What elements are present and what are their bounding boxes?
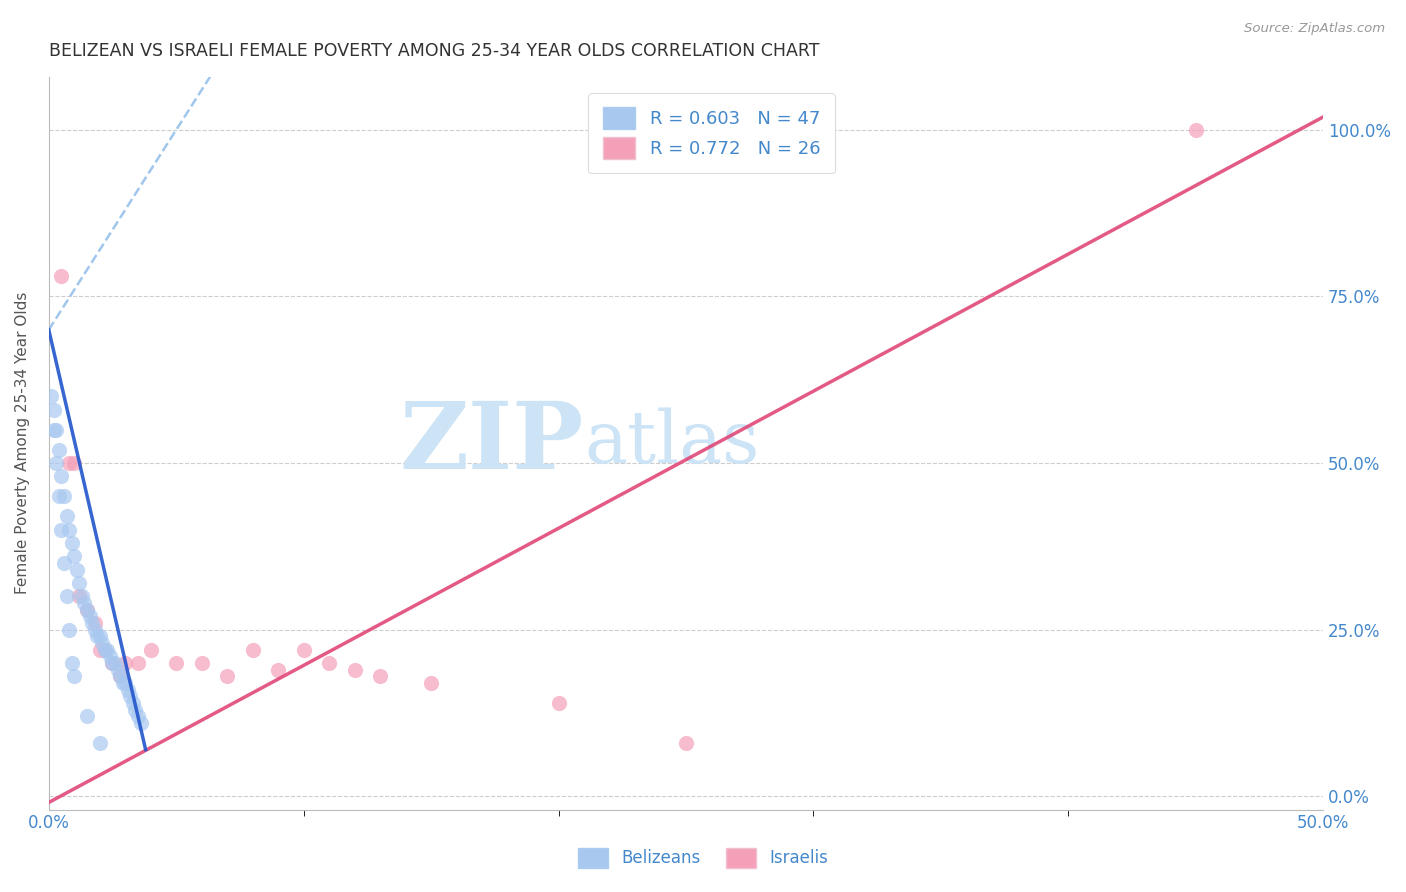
Point xyxy=(60,656,83,670)
Point xyxy=(67,576,90,591)
Point xyxy=(80,615,103,630)
Point xyxy=(45,423,67,437)
Point xyxy=(127,709,149,723)
Point xyxy=(89,736,111,750)
Point xyxy=(190,656,212,670)
Point xyxy=(121,696,143,710)
Point xyxy=(107,663,129,677)
Text: Source: ZipAtlas.com: Source: ZipAtlas.com xyxy=(1244,22,1385,36)
Point xyxy=(1184,123,1206,137)
Point xyxy=(86,629,108,643)
Point xyxy=(91,636,114,650)
Point xyxy=(58,523,80,537)
Point xyxy=(96,642,118,657)
Point xyxy=(79,609,101,624)
Point xyxy=(120,690,142,704)
Point xyxy=(63,669,86,683)
Point xyxy=(343,663,366,677)
Point xyxy=(76,709,98,723)
Point xyxy=(104,656,127,670)
Point xyxy=(368,669,391,683)
Point xyxy=(114,656,136,670)
Point xyxy=(66,563,89,577)
Point xyxy=(39,389,62,403)
Point xyxy=(42,402,65,417)
Text: BELIZEAN VS ISRAELI FEMALE POVERTY AMONG 25-34 YEAR OLDS CORRELATION CHART: BELIZEAN VS ISRAELI FEMALE POVERTY AMONG… xyxy=(49,42,820,60)
Point xyxy=(51,523,73,537)
Point xyxy=(58,623,80,637)
Point xyxy=(63,456,86,470)
Point xyxy=(76,602,98,616)
Point xyxy=(48,489,70,503)
Point xyxy=(76,602,98,616)
Point xyxy=(67,590,90,604)
Point xyxy=(83,615,105,630)
Point xyxy=(42,423,65,437)
Point xyxy=(51,469,73,483)
Point xyxy=(63,549,86,564)
Point xyxy=(89,642,111,657)
Point xyxy=(53,489,76,503)
Point xyxy=(318,656,340,670)
Point xyxy=(45,456,67,470)
Text: ZIP: ZIP xyxy=(399,398,583,488)
Point xyxy=(292,642,315,657)
Y-axis label: Female Poverty Among 25-34 Year Olds: Female Poverty Among 25-34 Year Olds xyxy=(15,292,30,594)
Point xyxy=(73,596,96,610)
Point xyxy=(675,736,697,750)
Point xyxy=(48,442,70,457)
Point xyxy=(83,623,105,637)
Text: atlas: atlas xyxy=(583,408,759,478)
Point xyxy=(89,629,111,643)
Point xyxy=(139,642,162,657)
Point xyxy=(242,642,264,657)
Point xyxy=(114,676,136,690)
Point xyxy=(101,656,124,670)
Point xyxy=(94,642,117,657)
Point xyxy=(98,649,121,664)
Point xyxy=(129,715,152,730)
Point xyxy=(165,656,187,670)
Point xyxy=(267,663,290,677)
Point xyxy=(111,676,134,690)
Legend: R = 0.603   N = 47, R = 0.772   N = 26: R = 0.603 N = 47, R = 0.772 N = 26 xyxy=(588,93,835,173)
Point xyxy=(108,669,131,683)
Point xyxy=(547,696,569,710)
Point xyxy=(108,669,131,683)
Point xyxy=(55,509,77,524)
Point xyxy=(127,656,149,670)
Point xyxy=(117,682,139,697)
Point xyxy=(55,590,77,604)
Point xyxy=(94,642,117,657)
Point xyxy=(60,536,83,550)
Point xyxy=(53,556,76,570)
Point xyxy=(58,456,80,470)
Point xyxy=(124,703,146,717)
Point xyxy=(101,656,124,670)
Point xyxy=(51,269,73,284)
Point xyxy=(70,590,93,604)
Legend: Belizeans, Israelis: Belizeans, Israelis xyxy=(571,841,835,875)
Point xyxy=(217,669,239,683)
Point xyxy=(420,676,443,690)
